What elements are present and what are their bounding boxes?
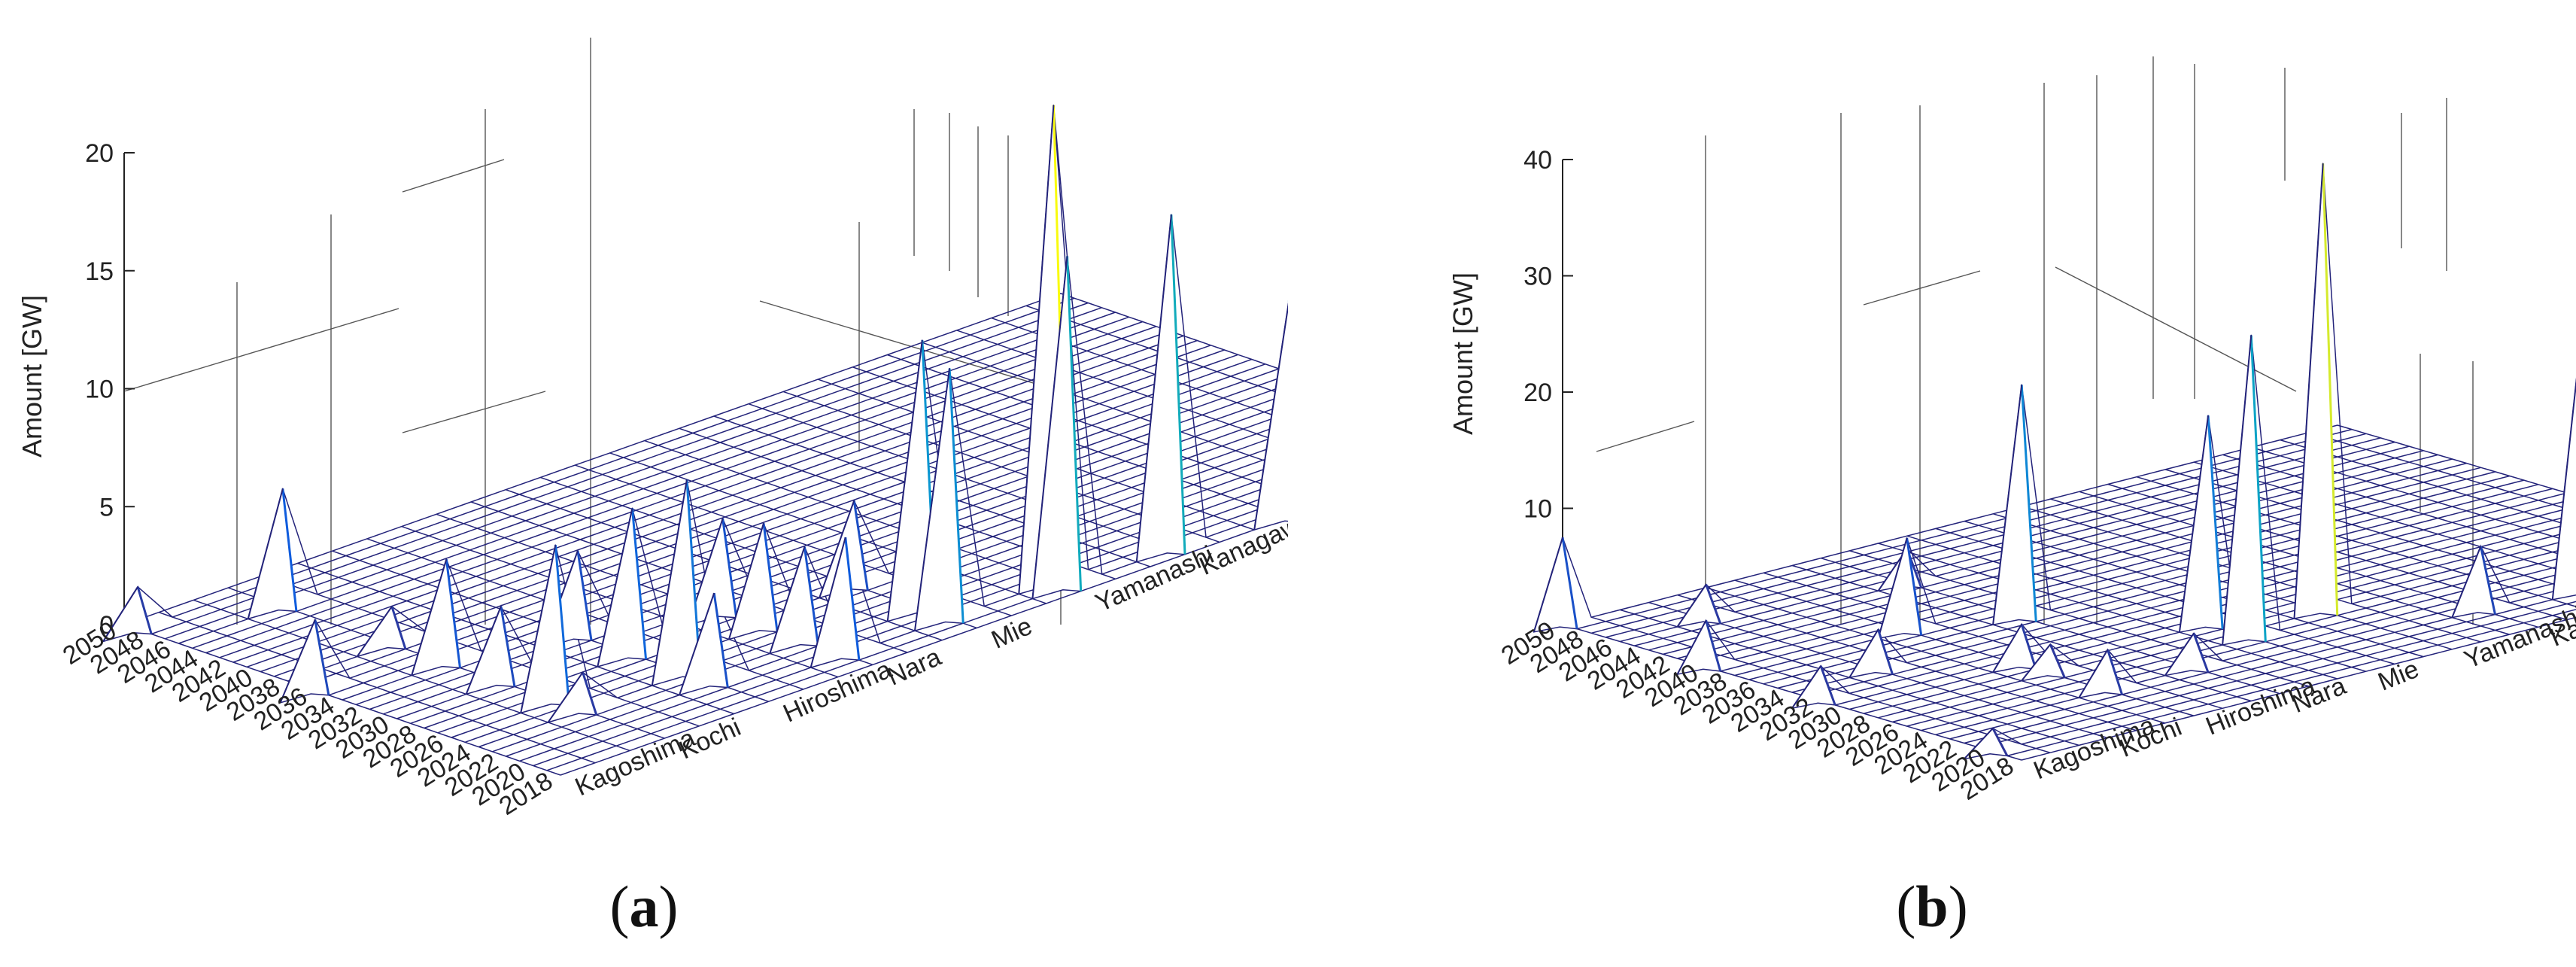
peak-mark xyxy=(2178,415,2224,634)
peak-mark xyxy=(465,604,516,695)
peak-mark xyxy=(102,585,153,643)
panel-b: 010203040Amount [GW]20502048204620442042… xyxy=(1288,0,2576,967)
peak-mark xyxy=(1991,622,2037,674)
peak-mark xyxy=(1135,214,1186,563)
z-tick-label: 10 xyxy=(1523,495,1552,524)
peak-mark xyxy=(2451,544,2496,619)
caption-a: (a) xyxy=(609,874,679,939)
peak-mark xyxy=(1675,583,1722,628)
peak-mark xyxy=(1962,727,2009,760)
peak-mark xyxy=(2164,631,2210,677)
peak-mark xyxy=(546,671,598,724)
peak-mark xyxy=(810,537,861,669)
peak-mark xyxy=(597,508,648,668)
peak-mark xyxy=(520,544,570,714)
peak-mark xyxy=(1031,256,1083,600)
prefecture-tick-label: Mie xyxy=(2374,655,2423,697)
peak-mark xyxy=(1992,385,2037,626)
peak-mark xyxy=(355,605,407,658)
surface-plot-b: 010203040Amount [GW]20502048204620442042… xyxy=(1447,56,2576,806)
z-axis-label: Amount [GW] xyxy=(17,295,47,458)
peak-mark xyxy=(651,479,702,687)
peak-mark xyxy=(1676,619,1722,676)
prefecture-tick-label: Kagoshima xyxy=(571,723,700,801)
z-tick-label: 10 xyxy=(85,376,114,404)
z-tick-label: 40 xyxy=(1523,146,1552,175)
peak-mark xyxy=(1533,537,1578,633)
peak-mark xyxy=(678,592,729,696)
z-tick-label: 5 xyxy=(99,493,114,522)
z-tick-label: 30 xyxy=(1523,263,1552,291)
peak-mark xyxy=(247,488,298,620)
z-tick-label: 20 xyxy=(1523,379,1552,407)
peak-mark xyxy=(2020,643,2066,682)
caption-b: (b) xyxy=(1896,874,1968,939)
z-axis-label: Amount [GW] xyxy=(1447,272,1478,435)
peaks xyxy=(1533,163,2576,760)
peak-mark xyxy=(2077,648,2124,699)
peaks xyxy=(102,105,1288,724)
year-axis: 2050204820462044204220402038203620342032… xyxy=(58,616,557,821)
peak-mark xyxy=(1848,628,1894,679)
peak-mark xyxy=(411,558,461,677)
panel-a: 0 5 10 15 20 Amount [GW] 2050 2048 2046 2044 2042 2… xyxy=(17,38,1288,939)
peak-mark xyxy=(1791,664,1836,710)
year-axis: 2050204820462044204220402038203620342032… xyxy=(1496,616,2019,806)
peak-mark xyxy=(2551,377,2576,601)
peak-mark xyxy=(2222,335,2267,646)
peak-mark xyxy=(728,523,779,640)
peak-mark xyxy=(687,518,738,627)
peak-mark xyxy=(913,368,964,632)
peak-mark xyxy=(769,546,819,655)
z-tick-label: 15 xyxy=(85,257,114,286)
z-axis: 010203040Amount [GW] xyxy=(1447,146,1573,640)
peak-mark xyxy=(279,617,330,704)
z-tick-label: 20 xyxy=(85,139,114,168)
prefecture-tick-label: Mie xyxy=(987,612,1037,655)
peak-mark xyxy=(1253,300,1288,531)
peak-mark xyxy=(2293,163,2339,619)
